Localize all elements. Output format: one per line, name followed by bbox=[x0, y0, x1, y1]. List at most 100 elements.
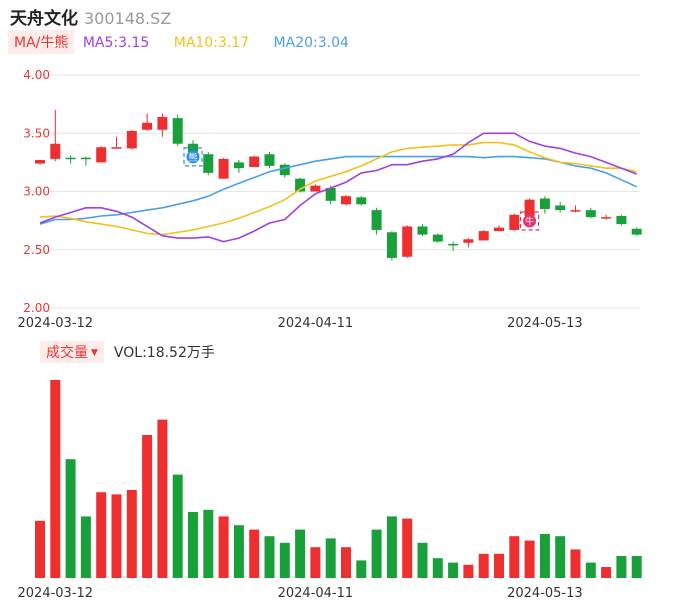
candles bbox=[35, 109, 642, 261]
candle-body bbox=[371, 210, 382, 230]
candle bbox=[371, 207, 382, 235]
candle-body bbox=[35, 160, 45, 164]
bull-marker-icon[interactable]: 牛 bbox=[519, 211, 540, 231]
candle bbox=[570, 205, 581, 213]
date-tick-label: 2024-04-11 bbox=[278, 586, 354, 601]
date-tick-label: 2024-05-13 bbox=[507, 316, 583, 331]
volume-bar bbox=[249, 529, 260, 578]
ma-bull-bear-toggle[interactable]: MA/牛熊 bbox=[8, 30, 75, 54]
candle-body bbox=[111, 147, 122, 149]
marker-frame bbox=[183, 147, 203, 167]
ma20-line bbox=[39, 155, 638, 225]
candle-body bbox=[570, 210, 581, 212]
candle-body bbox=[402, 226, 413, 257]
volume-legend: 成交量 ▼ VOL:18.52万手 bbox=[40, 341, 215, 363]
volume-bar bbox=[417, 542, 428, 578]
volume-indicator-dropdown[interactable]: 成交量 ▼ bbox=[40, 341, 104, 363]
candle bbox=[249, 155, 260, 168]
volume-bar bbox=[126, 490, 137, 578]
volume-bar bbox=[188, 512, 198, 578]
candle bbox=[233, 160, 244, 173]
volume-bar bbox=[386, 516, 397, 578]
price-tick-label: 2.00 bbox=[23, 301, 50, 315]
candle bbox=[310, 184, 321, 192]
volume-bar bbox=[356, 560, 367, 578]
candle-body bbox=[631, 228, 642, 235]
volume-bar bbox=[310, 547, 321, 578]
chart-header: 天舟文化 300148.SZ bbox=[10, 4, 172, 29]
candle bbox=[432, 233, 443, 243]
date-tick-label: 2024-05-13 bbox=[507, 586, 583, 601]
volume-bar bbox=[478, 553, 489, 578]
candle-body bbox=[463, 239, 474, 243]
volume-bar bbox=[65, 459, 76, 578]
candle-body bbox=[417, 226, 428, 235]
volume-bar bbox=[585, 562, 596, 578]
ma10-legend: MA10:3.17 bbox=[173, 35, 250, 51]
candle-body bbox=[616, 215, 627, 225]
candle bbox=[585, 207, 596, 219]
candle bbox=[509, 213, 520, 232]
candle-body bbox=[448, 243, 459, 246]
candle-body bbox=[310, 185, 321, 192]
candle bbox=[295, 177, 306, 193]
candle-body bbox=[233, 162, 244, 169]
candle-body bbox=[341, 196, 351, 205]
volume-bar bbox=[448, 562, 459, 578]
volume-bar bbox=[172, 474, 183, 578]
volume-bar bbox=[203, 509, 214, 578]
volume-bar bbox=[341, 547, 351, 578]
candle-body bbox=[80, 157, 91, 160]
volume-bars bbox=[35, 380, 642, 578]
stock-code: 300148.SZ bbox=[84, 9, 172, 28]
candle bbox=[279, 163, 290, 178]
candle bbox=[524, 198, 535, 216]
candle bbox=[448, 241, 459, 251]
candle-body bbox=[524, 199, 535, 216]
candle bbox=[35, 160, 45, 165]
candle bbox=[555, 201, 566, 213]
candle bbox=[126, 129, 137, 150]
candle-body bbox=[494, 227, 504, 232]
volume-chip-label: 成交量 bbox=[46, 345, 88, 361]
candle bbox=[341, 194, 351, 206]
ma-legend: MA/牛熊 MA5:3.15 MA10:3.17 MA20:3.04 bbox=[8, 30, 369, 54]
volume-bar bbox=[539, 534, 550, 578]
volume-bar bbox=[233, 525, 244, 578]
bear-marker-icon[interactable]: 熊 bbox=[183, 147, 203, 167]
volume-bar bbox=[295, 529, 306, 578]
candle bbox=[616, 214, 627, 226]
candle bbox=[218, 157, 229, 179]
candle-body bbox=[432, 234, 443, 242]
candle bbox=[539, 196, 550, 214]
candle-body bbox=[50, 143, 61, 159]
date-axis: 2024-03-12 2024-03-12 2024-04-11 2024-04-11… bbox=[18, 316, 583, 601]
volume-bar bbox=[325, 538, 336, 578]
volume-bar bbox=[96, 492, 107, 578]
candle bbox=[96, 146, 107, 163]
candle-body bbox=[126, 130, 137, 149]
volume-bar bbox=[35, 520, 45, 578]
candle-body bbox=[279, 164, 290, 176]
price-grid: 4.00 3.50 3.00 2.50 2.00 bbox=[23, 68, 640, 315]
candle-body bbox=[295, 178, 306, 192]
volume-bar bbox=[463, 564, 474, 578]
candle bbox=[402, 225, 413, 258]
candle-body bbox=[325, 188, 336, 201]
volume-bar bbox=[279, 542, 290, 578]
candle-body bbox=[356, 197, 367, 205]
marker-label: 牛 bbox=[525, 215, 534, 227]
candle bbox=[172, 114, 183, 147]
volume-bar bbox=[402, 518, 413, 578]
candle-body bbox=[509, 214, 520, 230]
candle bbox=[264, 151, 275, 169]
volume-bar bbox=[601, 567, 612, 578]
candle bbox=[142, 113, 153, 131]
stock-name: 天舟文化 bbox=[10, 9, 78, 29]
candle-body bbox=[386, 232, 397, 258]
marker-label: 熊 bbox=[188, 151, 197, 163]
candle-body bbox=[157, 116, 168, 130]
candle bbox=[356, 196, 367, 206]
volume-bar bbox=[509, 536, 520, 578]
volume-bar bbox=[157, 419, 168, 578]
